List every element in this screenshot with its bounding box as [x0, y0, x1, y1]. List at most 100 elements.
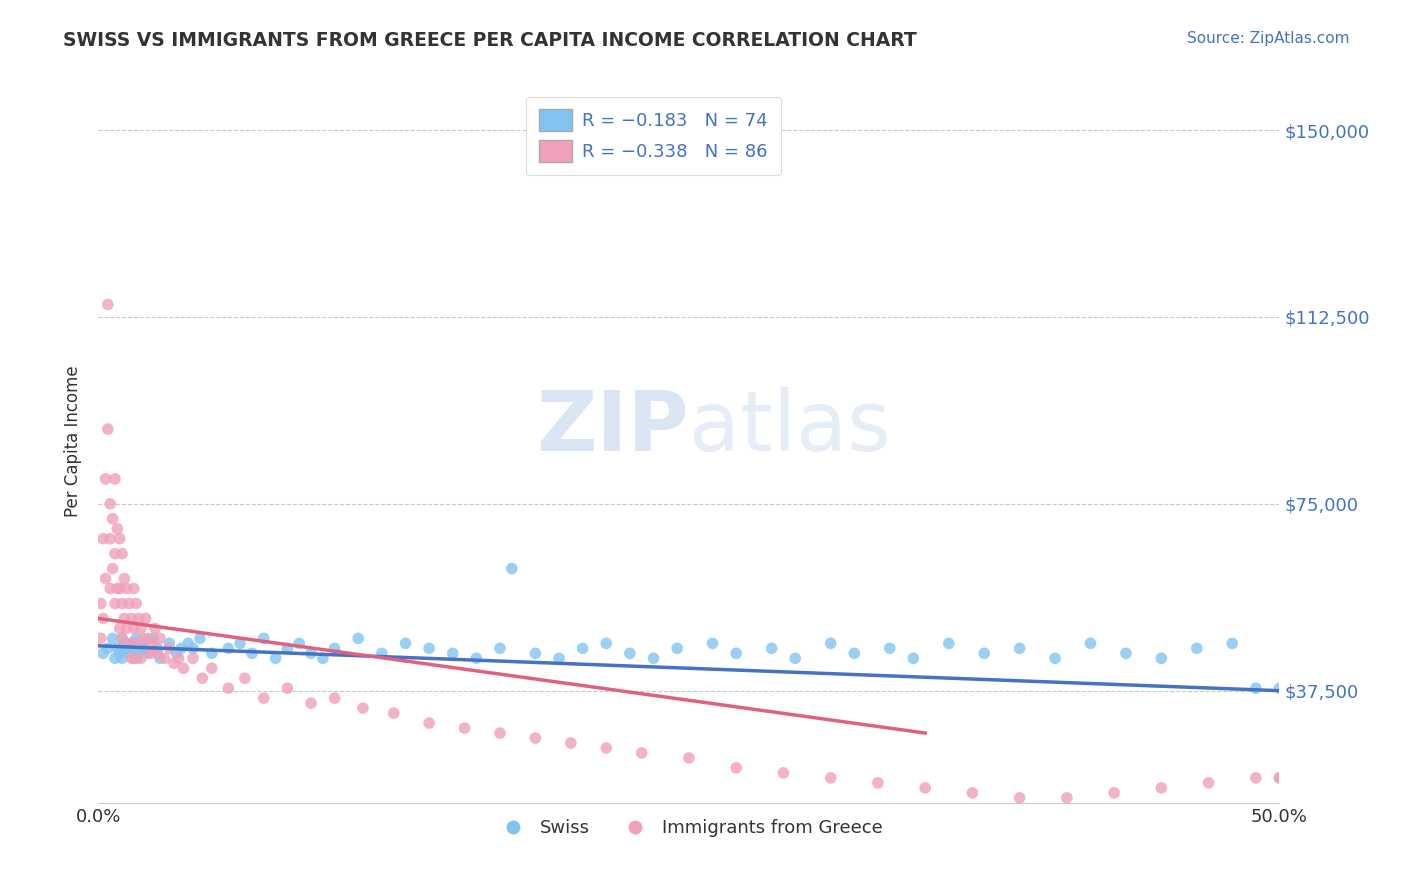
Point [142, 632, 165, 646]
Point [136, 632, 159, 646]
Point [418, 716, 440, 731]
Point [177, 636, 200, 650]
Point [548, 651, 571, 665]
Point [1150, 780, 1173, 795]
Point [94, 572, 117, 586]
Point [167, 651, 190, 665]
Point [112, 636, 135, 650]
Point [143, 621, 166, 635]
Point [115, 621, 138, 635]
Point [643, 651, 665, 665]
Point [772, 765, 794, 780]
Point [524, 731, 547, 745]
Point [170, 641, 193, 656]
Point [489, 726, 512, 740]
Point [105, 641, 128, 656]
Point [97, 297, 120, 311]
Point [465, 651, 488, 665]
Point [94, 472, 117, 486]
Point [111, 632, 134, 646]
Point [820, 636, 842, 650]
Point [108, 621, 131, 635]
Point [761, 641, 783, 656]
Point [678, 751, 700, 765]
Point [253, 691, 276, 706]
Point [90, 597, 112, 611]
Point [914, 780, 936, 795]
Point [1268, 681, 1291, 696]
Point [1185, 641, 1208, 656]
Point [725, 761, 748, 775]
Point [157, 641, 180, 656]
Point [104, 472, 127, 486]
Point [312, 651, 335, 665]
Point [105, 522, 128, 536]
Point [118, 597, 141, 611]
Point [229, 636, 252, 650]
Point [1008, 641, 1031, 656]
Point [121, 636, 143, 650]
Point [1008, 790, 1031, 805]
Point [725, 646, 748, 660]
Point [264, 651, 287, 665]
Point [630, 746, 652, 760]
Point [118, 636, 141, 650]
Point [1080, 636, 1102, 650]
Point [111, 651, 134, 665]
Point [125, 651, 148, 665]
Text: atlas: atlas [689, 386, 890, 467]
Point [111, 632, 134, 646]
Point [104, 597, 127, 611]
Point [90, 632, 112, 646]
Point [1056, 790, 1078, 805]
Point [1102, 786, 1125, 800]
Point [181, 651, 204, 665]
Point [118, 646, 141, 660]
Point [142, 636, 165, 650]
Point [108, 532, 131, 546]
Point [489, 641, 512, 656]
Point [132, 632, 155, 646]
Point [97, 422, 120, 436]
Point [938, 636, 960, 650]
Point [595, 636, 617, 650]
Point [112, 611, 135, 625]
Point [97, 641, 120, 656]
Point [108, 646, 131, 660]
Point [1244, 771, 1267, 785]
Point [172, 661, 194, 675]
Point [149, 632, 172, 646]
Point [276, 641, 298, 656]
Point [820, 771, 842, 785]
Point [253, 632, 276, 646]
Point [323, 641, 346, 656]
Point [112, 572, 135, 586]
Point [619, 646, 641, 660]
Point [371, 646, 394, 660]
Point [135, 641, 157, 656]
Legend: Swiss, Immigrants from Greece: Swiss, Immigrants from Greece [488, 812, 890, 845]
Point [347, 632, 370, 646]
Point [98, 582, 121, 596]
Point [146, 641, 169, 656]
Point [962, 786, 984, 800]
Point [163, 657, 186, 671]
Point [104, 651, 127, 665]
Point [666, 641, 689, 656]
Point [91, 646, 114, 660]
Point [453, 721, 475, 735]
Point [595, 741, 617, 756]
Point [101, 561, 124, 575]
Point [101, 512, 124, 526]
Point [146, 646, 169, 660]
Point [191, 671, 214, 685]
Point [129, 641, 152, 656]
Point [1115, 646, 1137, 660]
Point [125, 597, 148, 611]
Point [560, 736, 582, 750]
Point [571, 641, 593, 656]
Point [394, 636, 416, 650]
Point [121, 611, 143, 625]
Point [1198, 776, 1220, 790]
Point [879, 641, 901, 656]
